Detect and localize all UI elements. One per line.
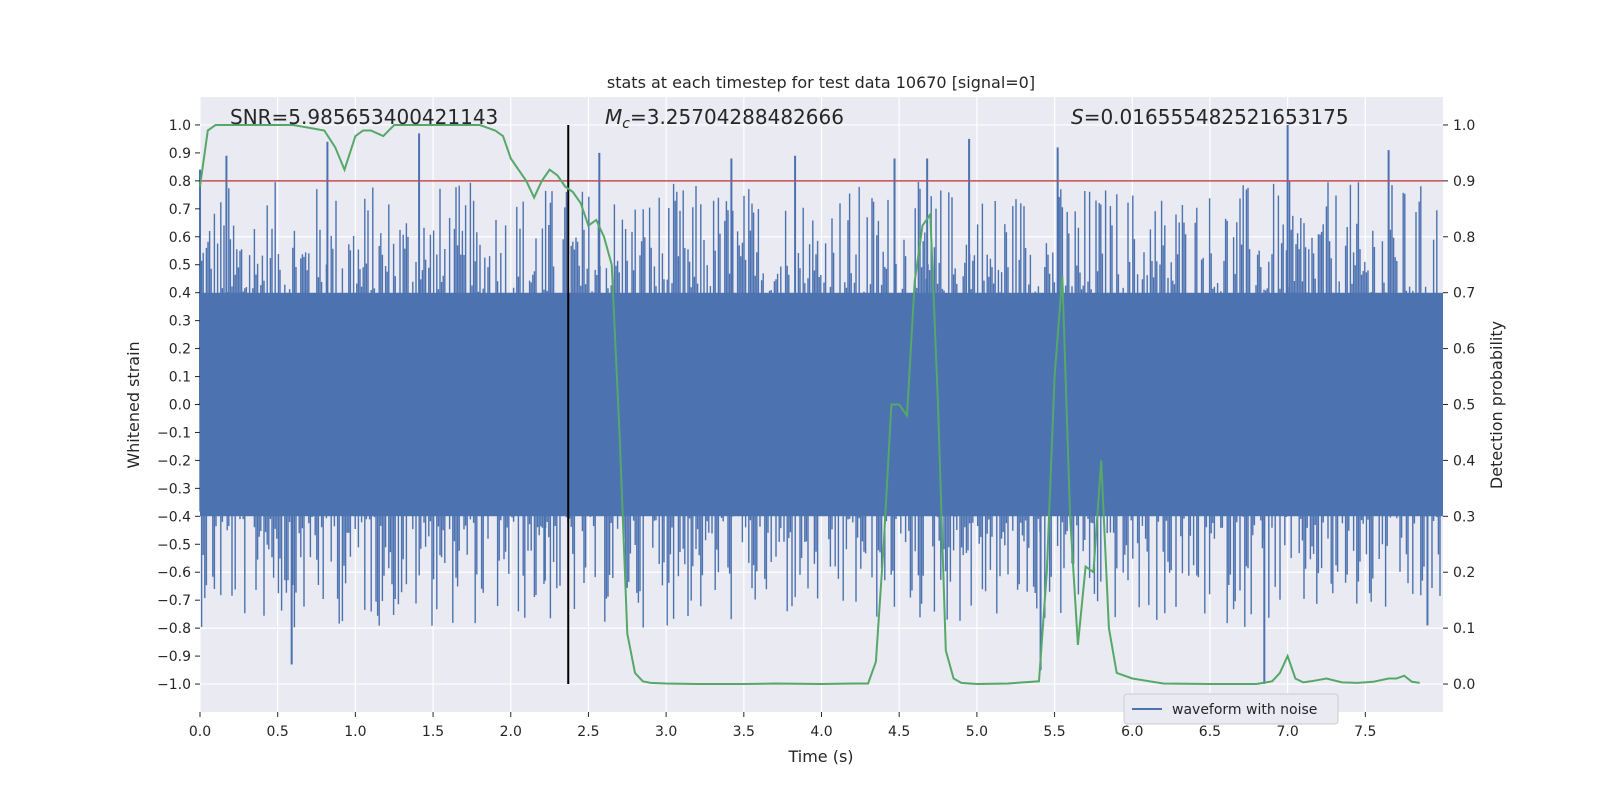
y-right-tick-label: 0.8 [1453,230,1475,246]
x-axis-label: Time (s) [787,747,853,766]
y-left-tick-label: 0.3 [169,314,191,330]
x-tick-label: 0.5 [267,724,289,740]
y-left-tick-label: 0.1 [169,370,191,386]
x-axis-ticks: 0.0 0.5 1.0 1.5 2.0 2.5 3.0 3.5 4.0 4.5 5.0 5.5 6.0 6… [189,712,1376,740]
y-left-tick-label: 1.0 [169,118,191,134]
y-left-tick-label: 0.6 [169,230,191,246]
x-tick-label: 3.0 [655,724,677,740]
y-left-tick-label: 0.2 [169,342,191,358]
y-left-tick-label: 0.0 [169,398,191,414]
y-left-tick-label: −0.4 [157,509,191,525]
y-left-tick-label: 0.5 [169,258,191,274]
x-tick-label: 3.5 [733,724,755,740]
x-tick-label: 6.5 [1199,724,1221,740]
chart-title: stats at each timestep for test data 106… [607,73,1035,92]
y-left-tick-label: −0.9 [157,649,191,665]
x-tick-label: 4.5 [888,724,910,740]
x-tick-label: 2.5 [577,724,599,740]
y-left-tick-label: −0.7 [157,593,191,609]
x-tick-label: 6.0 [1121,724,1143,740]
x-tick-label: 4.0 [810,724,832,740]
x-tick-label: 5.5 [1043,724,1065,740]
x-tick-label: 1.0 [344,724,366,740]
y-left-tick-label: −1.0 [157,677,191,693]
y-right-tick-label: 0.5 [1453,398,1475,414]
y-left-tick-label: 0.7 [169,202,191,218]
y-right-tick-label: 0.7 [1453,286,1475,302]
legend-label: waveform with noise [1172,702,1317,718]
probability-series [199,124,1420,686]
y-right-tick-label: 0.0 [1453,677,1475,693]
x-tick-label: 2.0 [500,724,522,740]
chirp-mass-annotation: Mc=3.25704288482666 [605,105,844,132]
x-tick-label: 5.0 [966,724,988,740]
y-left-tick-label: −0.3 [157,481,191,497]
y-left-axis-ticks: 1.0 0.9 0.8 0.7 0.6 0.5 0.4 0.3 0.2 0.1 0.0 −0.1 −0.… [157,118,200,693]
legend: waveform with noise [1123,693,1339,725]
y-left-tick-label: −0.6 [157,565,191,581]
y-right-tick-label: 0.1 [1453,621,1475,637]
y-left-tick-label: −0.1 [157,425,191,441]
x-tick-label: 1.5 [422,724,444,740]
x-tick-label: 7.5 [1354,724,1376,740]
snr-annotation: SNR=5.985653400421143 [230,105,498,129]
y-left-tick-label: 0.8 [169,174,191,190]
y-right-tick-label: 1.0 [1453,118,1475,134]
y-right-tick-label: 0.2 [1453,565,1475,581]
y-left-axis-label: Whitened strain [124,341,143,468]
x-tick-label: 7.0 [1276,724,1298,740]
y-right-tick-label: 0.4 [1453,453,1475,469]
legend-box [1123,693,1339,725]
y-left-tick-label: 0.9 [169,146,191,162]
y-right-axis-label: Detection probability [1487,321,1506,489]
y-left-tick-label: 0.4 [169,286,191,302]
y-left-tick-label: −0.5 [157,537,191,553]
x-tick-label: 0.0 [189,724,211,740]
y-left-tick-label: −0.2 [157,453,191,469]
s-statistic-annotation: S=0.016555482521653175 [1071,105,1349,129]
y-right-axis-ticks: 1.0 0.9 0.8 0.7 0.6 0.5 0.4 0.3 0.2 0.1 0.0 [1443,118,1475,693]
y-left-tick-label: −0.8 [157,621,191,637]
y-right-tick-label: 0.9 [1453,174,1475,190]
waveform-series [199,124,1443,685]
y-right-tick-label: 0.6 [1453,342,1475,358]
y-right-tick-label: 0.3 [1453,509,1475,525]
